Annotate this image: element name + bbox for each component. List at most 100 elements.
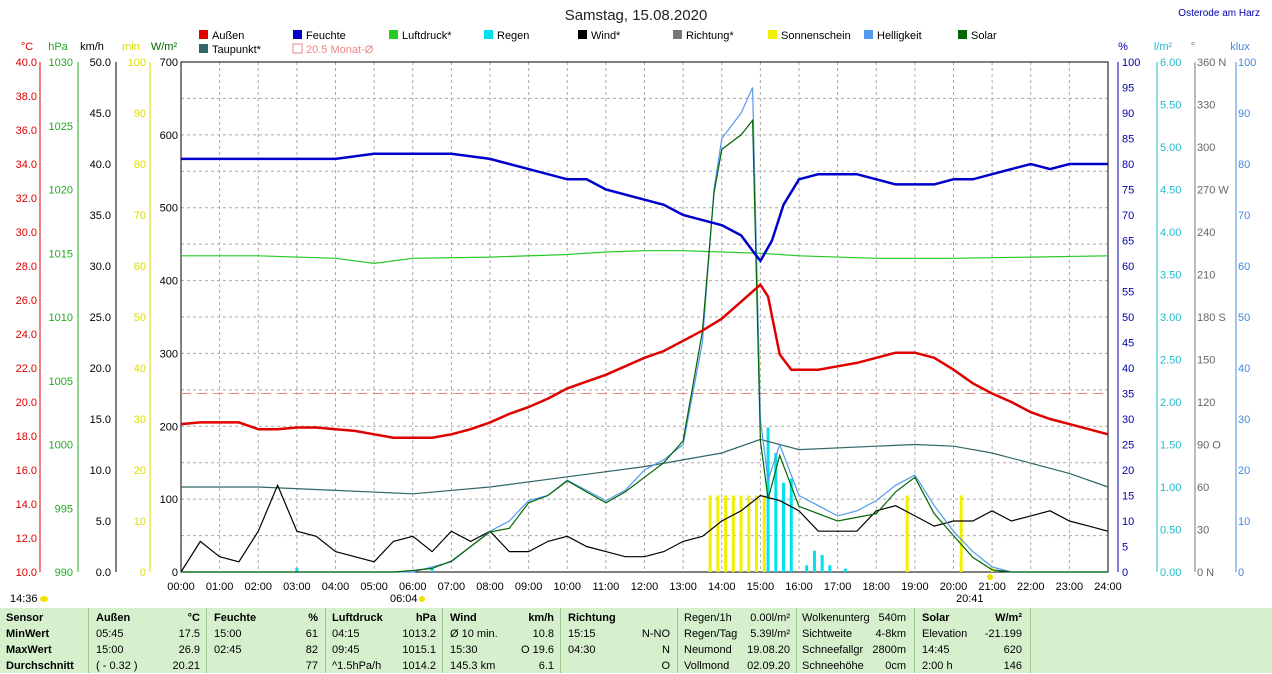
tick-label: 40.0 <box>16 57 37 69</box>
tick-label: 75 <box>1122 185 1134 197</box>
tick-label: 30 <box>1197 525 1209 537</box>
time-label: 23:00 <box>1056 581 1084 593</box>
series-solar <box>181 118 1108 573</box>
bar-mark <box>782 482 786 572</box>
series-luftdruck <box>181 250 1109 265</box>
rain-bars <box>295 427 847 572</box>
tick-label: 200 <box>160 421 178 433</box>
tick-label: 500 <box>160 203 178 215</box>
tick-label: 1030 <box>49 57 73 69</box>
tick-label: 10.0 <box>16 567 37 579</box>
stat-row: Schneefallgr 2800m <box>802 644 906 656</box>
tick-label: 20 <box>1238 465 1250 477</box>
tick-label: 4.00 <box>1160 227 1181 239</box>
tick-label: 40.0 <box>90 159 111 171</box>
stat-row: Vollmond 02.09.20 <box>684 660 790 672</box>
tick-label: 600 <box>160 130 178 142</box>
tick-label: 240 <box>1197 227 1215 239</box>
tick-label: 0 <box>1122 567 1128 579</box>
tick-label: 1020 <box>49 185 73 197</box>
stat-row: Elevation -21.199 <box>922 628 1022 640</box>
tick-label: 30 <box>1122 414 1134 426</box>
stat-row: 15:00 61 <box>214 628 318 640</box>
time-label: 05:00 <box>360 581 388 593</box>
tick-label: 35 <box>1122 389 1134 401</box>
tick-label: 1.50 <box>1160 440 1181 452</box>
tick-label: 0.50 <box>1160 525 1181 537</box>
tick-label: 35.0 <box>90 210 111 222</box>
axis-unit: W/m² <box>151 41 178 53</box>
tick-label: 1005 <box>49 376 73 388</box>
legend-item: Feuchte <box>293 30 346 42</box>
tick-label: 700 <box>160 57 178 69</box>
stat-row: Sichtweite 4-8km <box>802 628 906 640</box>
tick-label: 400 <box>160 276 178 288</box>
tick-label: 30.0 <box>16 227 37 239</box>
time-label: 19:00 <box>901 581 929 593</box>
bar-mark <box>843 568 847 572</box>
stat-row: O <box>661 660 670 672</box>
time-label: 22:00 <box>1017 581 1045 593</box>
axis-unit: % <box>1118 41 1128 53</box>
tick-label: 50 <box>1238 312 1250 324</box>
stat-row: 04:30 N <box>568 644 670 656</box>
tick-label: 50 <box>1122 312 1134 324</box>
bar-mark <box>959 495 963 572</box>
wind-col: Wind km/h Ø 10 min. 10.8 15:30 O 19.6 145.3 km… <box>450 610 554 674</box>
bar-mark <box>716 495 720 572</box>
stat-row: Ø 10 min. 10.8 <box>450 628 554 640</box>
tick-label: 180 S <box>1197 312 1226 324</box>
tick-label: 90 <box>134 108 146 120</box>
tick-label: 5.00 <box>1160 142 1181 154</box>
tick-label: 60 <box>134 261 146 273</box>
tick-label: 90 <box>1122 108 1134 120</box>
minwert-label: MinWert <box>6 628 50 640</box>
tick-label: 25.0 <box>90 312 111 324</box>
bar-mark <box>708 495 712 572</box>
stat-row: 145.3 km 6.1 <box>450 660 554 672</box>
svg-text:Wind*: Wind* <box>591 30 621 42</box>
bar-mark <box>812 550 816 572</box>
stat-row: 15:00 26.9 <box>96 644 200 656</box>
stat-row: ^1.5hPa/h 1014.2 <box>332 660 436 672</box>
tick-label: 0 N <box>1197 567 1214 579</box>
tick-label: 20 <box>1122 465 1134 477</box>
svg-text:Sonnenschein: Sonnenschein <box>781 30 851 42</box>
tick-label: 300 <box>1197 142 1215 154</box>
tick-label: 70 <box>1238 210 1250 222</box>
series-wind <box>180 483 1109 573</box>
tick-label: 40 <box>134 363 146 375</box>
time-label: 17:00 <box>824 581 852 593</box>
time-label: 02:00 <box>244 581 272 593</box>
legend-item: Außen <box>199 30 244 42</box>
tick-label: 10 <box>1238 516 1250 528</box>
stat-row: 15:30 O 19.6 <box>450 644 554 656</box>
tick-label: 14.0 <box>16 499 37 511</box>
tick-label: 34.0 <box>16 159 37 171</box>
tick-label: 270 W <box>1197 185 1229 197</box>
axis-unit: ° <box>1191 41 1195 53</box>
time-label: 24:00 <box>1094 581 1122 593</box>
tick-label: 80 <box>134 159 146 171</box>
stat-row: Wolkenunterg 540m <box>802 612 906 624</box>
temp-axis: 40.0 38.0 36.0 34.0 32.0 30.0 28.0 26.0 24.0 22.0… <box>16 57 37 579</box>
chart-title: Samstag, 15.08.2020 <box>565 7 708 24</box>
tick-label: 1010 <box>49 312 73 324</box>
tick-label: 20.0 <box>16 397 37 409</box>
tick-label: 40 <box>1238 363 1250 375</box>
tick-label: 15 <box>1122 491 1134 503</box>
tick-label: 1025 <box>49 121 73 133</box>
tick-label: 70 <box>1122 210 1134 222</box>
stat-row: Regen/Tag 5.39l/m² <box>684 628 790 640</box>
tick-label: 10.0 <box>90 465 111 477</box>
wind-axis: 50.0 45.0 40.0 35.0 30.0 25.0 20.0 15.0 10.0 5.0 0… <box>90 57 111 579</box>
stat-row: 14:45 620 <box>922 644 1022 656</box>
tick-label: 10 <box>1122 516 1134 528</box>
bar-mark <box>774 453 778 572</box>
tick-label: 100 <box>1238 57 1256 69</box>
time-label: 13:00 <box>669 581 697 593</box>
tick-label: 36.0 <box>16 125 37 137</box>
weather-chart: Samstag, 15.08.2020 Osterode am Harz Außen… <box>10 7 1260 605</box>
sunset-time: 20:41 <box>956 593 984 605</box>
time-label: 11:00 <box>593 581 620 593</box>
